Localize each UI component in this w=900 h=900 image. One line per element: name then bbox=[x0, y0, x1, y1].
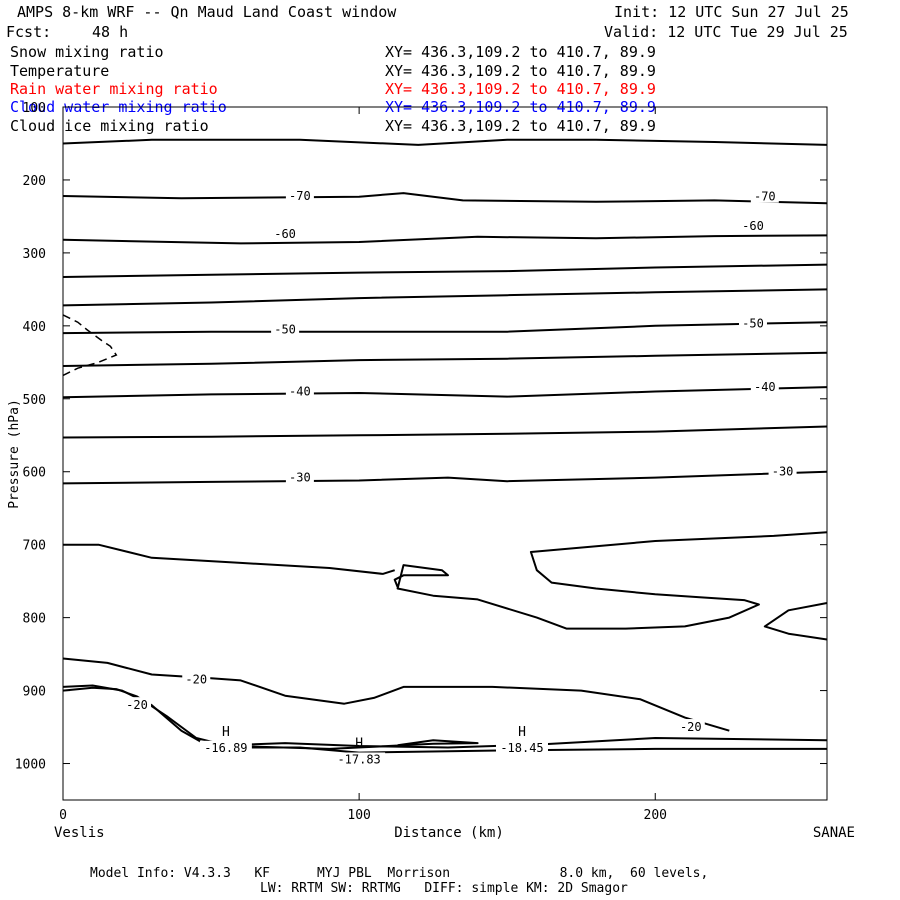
y-axis-label: Pressure (hPa) bbox=[7, 399, 22, 509]
isotherm-line bbox=[62, 138, 828, 146]
variable-xy: XY= 436.3,109.2 to 410.7, 89.9 bbox=[385, 80, 656, 98]
isotherm-line bbox=[211, 739, 479, 750]
header-init: Init: 12 UTC Sun 27 Jul 25 bbox=[614, 3, 849, 21]
high-marker: H bbox=[355, 736, 363, 751]
y-tick-label: 700 bbox=[23, 539, 46, 554]
high-value: -18.45 bbox=[500, 741, 543, 755]
x-axis-label: Distance (km) bbox=[394, 825, 504, 841]
contour-label-bg bbox=[768, 463, 797, 478]
header-fcst-value: 48 h bbox=[92, 23, 129, 41]
contour-label: -70 bbox=[754, 190, 776, 204]
high-marker: H bbox=[518, 725, 526, 740]
isotherm-line bbox=[62, 425, 828, 439]
variable-xy: XY= 436.3,109.2 to 410.7, 89.9 bbox=[385, 43, 656, 61]
y-tick-label: 1000 bbox=[15, 758, 46, 773]
y-tick-label: 100 bbox=[23, 101, 46, 116]
header-fcst-label: Fcst: bbox=[6, 23, 52, 41]
contour-label: -30 bbox=[772, 465, 794, 479]
y-tick-label: 300 bbox=[23, 247, 46, 262]
y-tick-label: 200 bbox=[23, 174, 46, 189]
y-tick-label: 400 bbox=[23, 320, 46, 335]
right-endpoint-label: SANAE bbox=[813, 825, 855, 841]
high-value: -17.83 bbox=[337, 752, 380, 766]
y-tick-label: 900 bbox=[23, 685, 46, 700]
x-tick-label: 200 bbox=[644, 808, 667, 823]
contour-label-bg bbox=[271, 321, 300, 336]
isotherm-line bbox=[62, 288, 828, 307]
contour-label-bg bbox=[750, 379, 779, 394]
contour-label-bg bbox=[123, 697, 152, 712]
contour-label: -70 bbox=[289, 189, 311, 203]
high-value: -16.89 bbox=[204, 741, 247, 755]
variable-xy: XY= 436.3,109.2 to 410.7, 89.9 bbox=[385, 117, 656, 135]
y-tick-label: 500 bbox=[23, 393, 46, 408]
contour-label: -40 bbox=[754, 380, 776, 394]
isotherm-line bbox=[62, 657, 730, 732]
y-tick-label: 800 bbox=[23, 612, 46, 627]
contour-label: -20 bbox=[126, 698, 148, 712]
contour-label: -20 bbox=[680, 720, 702, 734]
contour-label: -50 bbox=[742, 317, 764, 331]
contour-label-bg bbox=[285, 187, 314, 202]
contour-label-bg bbox=[676, 719, 705, 734]
high-value-bg bbox=[333, 752, 386, 767]
plot-frame bbox=[62, 106, 828, 801]
high-value-bg bbox=[199, 740, 252, 755]
contour-label-bg bbox=[750, 188, 779, 203]
isotherm-line bbox=[393, 531, 828, 630]
high-marker: H bbox=[222, 725, 230, 740]
x-tick-label: 100 bbox=[347, 808, 370, 823]
variable-xy: XY= 436.3,109.2 to 410.7, 89.9 bbox=[385, 62, 656, 80]
variable-name: Rain water mixing ratio bbox=[10, 80, 218, 98]
isotherm-line bbox=[62, 263, 828, 278]
header-valid: Valid: 12 UTC Tue 29 Jul 25 bbox=[604, 23, 848, 41]
contour-label-bg bbox=[285, 469, 314, 484]
contour-label: -50 bbox=[274, 322, 296, 336]
contour-label: -30 bbox=[289, 471, 311, 485]
isotherm-line bbox=[62, 234, 828, 245]
isotherm-line bbox=[63, 543, 395, 575]
y-tick-label: 600 bbox=[23, 466, 46, 481]
contour-label: -60 bbox=[742, 219, 764, 233]
contour-label-bg bbox=[285, 383, 314, 398]
contour-label-bg bbox=[738, 217, 767, 232]
isotherm-line bbox=[62, 386, 828, 399]
variable-name: Temperature bbox=[10, 62, 110, 80]
isotherm-line bbox=[62, 321, 828, 335]
contour-label: -60 bbox=[274, 227, 296, 241]
isotherm-line bbox=[763, 602, 828, 641]
contour-label-bg bbox=[738, 315, 767, 330]
contour-label: -20 bbox=[185, 673, 207, 687]
variable-name: Cloud ice mixing ratio bbox=[10, 117, 209, 135]
contour-label-bg bbox=[182, 671, 211, 686]
contour-label: -40 bbox=[289, 384, 311, 398]
header-title: AMPS 8-km WRF -- Qn Maud Land Coast wind… bbox=[17, 3, 397, 21]
x-tick-label: 0 bbox=[59, 808, 67, 823]
isotherm-line bbox=[62, 351, 828, 367]
isotherm-line bbox=[62, 686, 828, 749]
contour-label-bg bbox=[271, 225, 300, 240]
footer-model-info: Model Info: V4.3.3 KF MYJ PBL Morrison 8… bbox=[90, 866, 709, 881]
variable-name: Snow mixing ratio bbox=[10, 43, 164, 61]
dashed-contour-line bbox=[62, 314, 118, 377]
footer-physics: LW: RRTM SW: RRTMG DIFF: simple KM: 2D S… bbox=[260, 881, 628, 896]
isotherm-line bbox=[62, 470, 828, 485]
high-value-bg bbox=[495, 740, 548, 755]
isotherm-line bbox=[62, 192, 828, 205]
isotherm-line bbox=[62, 684, 827, 754]
left-endpoint-label: Veslis bbox=[54, 825, 105, 841]
